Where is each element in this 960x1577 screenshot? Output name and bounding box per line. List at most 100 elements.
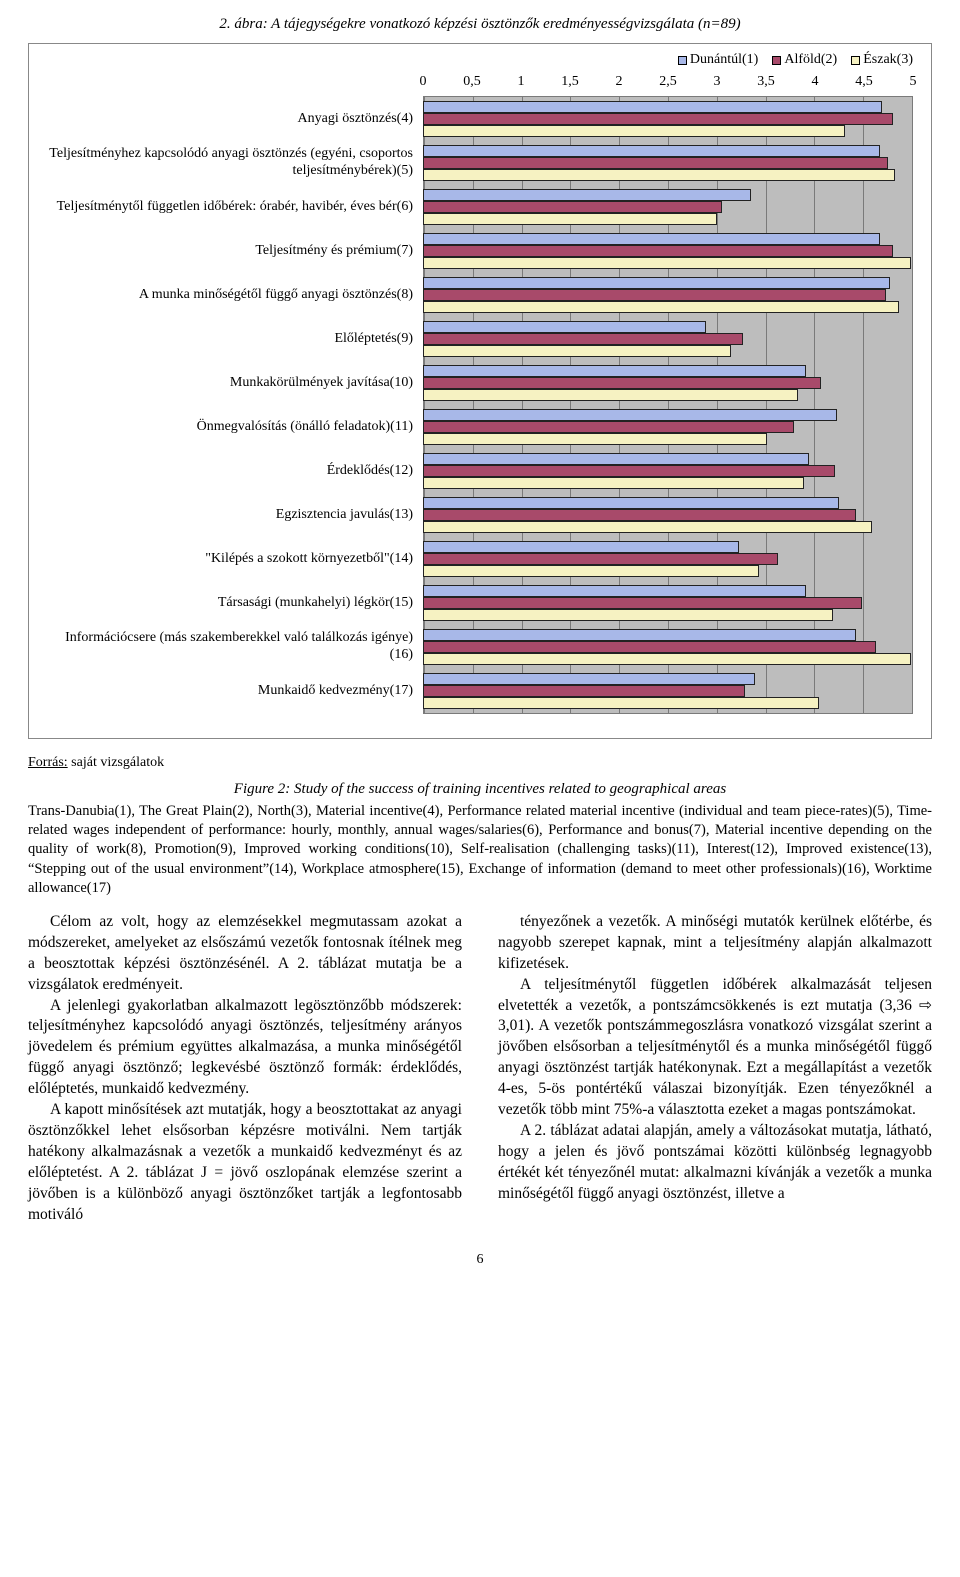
bar xyxy=(423,433,767,445)
category-label: Anyagi ösztönzés(4) xyxy=(47,96,419,140)
legend-swatch xyxy=(772,56,781,65)
category-label: Egzisztencia javulás(13) xyxy=(47,492,419,536)
bar xyxy=(423,389,798,401)
bar-group xyxy=(424,273,912,317)
chart-legend: Dunántúl(1)Alföld(2)Észak(3) xyxy=(47,52,913,68)
axis-tick: 0 xyxy=(420,74,427,90)
category-label: A munka minőségétől függő anyagi ösztönz… xyxy=(47,272,419,316)
bar xyxy=(423,553,778,565)
bar-group xyxy=(424,97,912,141)
bar xyxy=(423,465,835,477)
bar-group xyxy=(424,185,912,229)
bar xyxy=(423,685,745,697)
bar xyxy=(423,453,809,465)
bar xyxy=(423,377,821,389)
bar xyxy=(423,585,806,597)
bar xyxy=(423,597,862,609)
category-label: Teljesítménytől független időbérek: órab… xyxy=(47,184,419,228)
body-paragraph: A teljesítménytől független időbérek alk… xyxy=(498,975,932,1121)
category-labels: Anyagi ösztönzés(4)Teljesítményhez kapcs… xyxy=(47,96,419,714)
page-number: 6 xyxy=(28,1252,932,1268)
bar-group xyxy=(424,625,912,669)
axis-tick: 0,5 xyxy=(463,74,481,90)
body-paragraph: A kapott minősítések azt mutatják, hogy … xyxy=(28,1100,462,1226)
bar xyxy=(423,233,880,245)
bar-group xyxy=(424,141,912,185)
category-label: "Kilépés a szokott környezetből"(14) xyxy=(47,536,419,580)
bar xyxy=(423,145,880,157)
bar xyxy=(423,409,837,421)
bar xyxy=(423,521,872,533)
axis-tick: 3 xyxy=(714,74,721,90)
bar xyxy=(423,509,856,521)
bar-group xyxy=(424,229,912,273)
plot-area xyxy=(423,96,913,714)
category-label: Teljesítmény és prémium(7) xyxy=(47,228,419,272)
axis-tick: 1,5 xyxy=(561,74,579,90)
axis-tick: 4,5 xyxy=(855,74,873,90)
bar xyxy=(423,101,882,113)
body-paragraph: A jelenlegi gyakorlatban alkalmazott leg… xyxy=(28,996,462,1101)
bar xyxy=(423,257,911,269)
body-paragraph: A 2. táblázat adatai alapján, amely a vá… xyxy=(498,1121,932,1205)
axis-tick: 5 xyxy=(910,74,917,90)
bar xyxy=(423,673,755,685)
bar-group xyxy=(424,405,912,449)
bar xyxy=(423,169,895,181)
figure2-caption: Trans-Danubia(1), The Great Plain(2), No… xyxy=(28,802,932,898)
axis-tick: 3,5 xyxy=(757,74,775,90)
bar xyxy=(423,157,888,169)
bar xyxy=(423,321,706,333)
bar-chart: Dunántúl(1)Alföld(2)Észak(3) 00,511,522,… xyxy=(28,43,932,739)
bar-group xyxy=(424,317,912,361)
bar xyxy=(423,365,806,377)
bar xyxy=(423,113,893,125)
bar xyxy=(423,245,893,257)
legend-label: Alföld(2) xyxy=(784,52,837,67)
axis-tick: 2,5 xyxy=(659,74,677,90)
legend-label: Észak(3) xyxy=(863,52,913,67)
bar xyxy=(423,421,794,433)
body-paragraph: tényezőnek a vezetők. A minőségi mutatók… xyxy=(498,912,932,975)
bar xyxy=(423,541,739,553)
bar xyxy=(423,477,804,489)
bar xyxy=(423,301,899,313)
figure2-title: Figure 2: Study of the success of traini… xyxy=(28,781,932,798)
axis-tick: 2 xyxy=(616,74,623,90)
figure-title: 2. ábra: A tájegységekre vonatkozó képzé… xyxy=(28,16,932,33)
category-label: Munkaidő kedvezmény(17) xyxy=(47,668,419,712)
legend-swatch xyxy=(851,56,860,65)
bar-group xyxy=(424,537,912,581)
source-line: Forrás: saját vizsgálatok xyxy=(28,755,932,771)
bar-group xyxy=(424,449,912,493)
body-column-right: tényezőnek a vezetők. A minőségi mutatók… xyxy=(498,912,932,1226)
bar xyxy=(423,189,751,201)
category-label: Érdeklődés(12) xyxy=(47,448,419,492)
bar xyxy=(423,641,876,653)
bar xyxy=(423,565,759,577)
bar-group xyxy=(424,669,912,713)
legend-swatch xyxy=(678,56,687,65)
category-label: Teljesítményhez kapcsolódó anyagi ösztön… xyxy=(47,140,419,184)
body-columns: Célom az volt, hogy az elemzésekkel megm… xyxy=(28,912,932,1226)
category-label: Önmegvalósítás (önálló feladatok)(11) xyxy=(47,404,419,448)
bar xyxy=(423,213,717,225)
bar xyxy=(423,609,833,621)
body-paragraph: Célom az volt, hogy az elemzésekkel megm… xyxy=(28,912,462,996)
category-label: Előléptetés(9) xyxy=(47,316,419,360)
x-axis: 00,511,522,533,544,55 xyxy=(47,74,913,96)
axis-tick: 1 xyxy=(518,74,525,90)
bar xyxy=(423,333,743,345)
bar xyxy=(423,277,890,289)
category-label: Információcsere (más szakemberekkel való… xyxy=(47,624,419,668)
bar-group xyxy=(424,493,912,537)
bar xyxy=(423,289,886,301)
bar xyxy=(423,629,856,641)
category-label: Társasági (munkahelyi) légkör(15) xyxy=(47,580,419,624)
bar xyxy=(423,125,845,137)
category-label: Munkakörülmények javítása(10) xyxy=(47,360,419,404)
body-column-left: Célom az volt, hogy az elemzésekkel megm… xyxy=(28,912,462,1226)
bar-group xyxy=(424,581,912,625)
bar-group xyxy=(424,361,912,405)
bar xyxy=(423,201,722,213)
